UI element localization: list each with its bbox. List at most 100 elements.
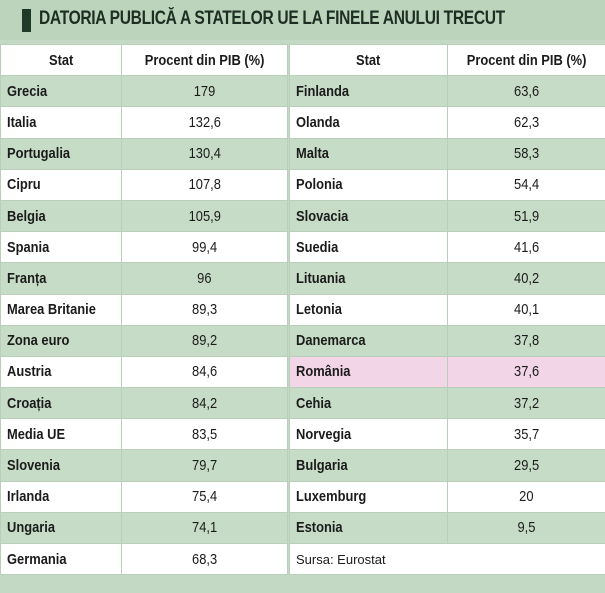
country-name: Estonia <box>289 511 448 545</box>
country-name: Germania <box>0 542 122 576</box>
table-row: Irlanda 75,4 <box>0 480 288 513</box>
table-row: Danemarca 37,8 <box>289 324 605 357</box>
table-row: Olanda 62,3 <box>289 106 605 139</box>
debt-percent-value: 41,6 <box>447 231 605 264</box>
column-header-percent: Procent din PIB (%) <box>447 43 605 77</box>
debt-percent-value: 20 <box>447 480 605 513</box>
debt-percent-value: 89,3 <box>121 293 288 326</box>
table-row: Media UE 83,5 <box>0 418 288 451</box>
debt-percent-value: 107,8 <box>121 168 288 201</box>
country-name: Lituania <box>289 262 448 295</box>
debt-percent-value: 37,6 <box>447 355 605 389</box>
country-name: Austria <box>0 355 122 389</box>
table-row: Finlanda 63,6 <box>289 75 605 108</box>
country-name: Cipru <box>0 168 122 201</box>
debt-percent-value: 99,4 <box>121 231 288 264</box>
debt-percent-value: 130,4 <box>121 137 288 170</box>
table-row: Slovenia 79,7 <box>0 449 288 482</box>
country-name: Luxemburg <box>289 480 448 513</box>
table-row: Spania 99,4 <box>0 231 288 264</box>
table-row: Luxemburg 20 <box>289 480 605 513</box>
debt-percent-value: 132,6 <box>121 106 288 139</box>
table-row: Cehia 37,2 <box>289 387 605 420</box>
chart-title: DATORIA PUBLICĂ A STATELOR UE LA FINELE … <box>39 8 505 29</box>
country-name: Danemarca <box>289 324 448 357</box>
debt-percent-value: 40,1 <box>447 293 605 326</box>
table-row: Cipru 107,8 <box>0 168 288 201</box>
table-row: Italia 132,6 <box>0 106 288 139</box>
country-name: Belgia <box>0 199 122 233</box>
table-row: Polonia 54,4 <box>289 168 605 201</box>
country-name: Croația <box>0 387 122 420</box>
debt-percent-value: 29,5 <box>447 449 605 482</box>
debt-percent-value: 79,7 <box>121 449 288 482</box>
country-name: Slovacia <box>289 199 448 233</box>
debt-percent-value: 63,6 <box>447 75 605 108</box>
table-row: Croația 84,2 <box>0 387 288 420</box>
debt-percent-value: 84,6 <box>121 355 288 389</box>
country-name: Portugalia <box>0 137 122 170</box>
country-name: Marea Britanie <box>0 293 122 326</box>
debt-percent-value: 74,1 <box>121 511 288 545</box>
table-row: Slovacia 51,9 <box>289 199 605 233</box>
debt-percent-value: 37,2 <box>447 387 605 420</box>
country-name: Norvegia <box>289 418 448 451</box>
country-name: Polonia <box>289 168 448 201</box>
column-header-stat: Stat <box>289 43 448 77</box>
debt-percent-value: 84,2 <box>121 387 288 420</box>
table-row: Malta 58,3 <box>289 137 605 170</box>
country-name: Suedia <box>289 231 448 264</box>
debt-percent-value: 83,5 <box>121 418 288 451</box>
column-header-stat: Stat <box>0 43 122 77</box>
table-row: Zona euro 89,2 <box>0 324 288 357</box>
table-row: Franța 96 <box>0 262 288 295</box>
country-name: Slovenia <box>0 449 122 482</box>
table-row: Lituania 40,2 <box>289 262 605 295</box>
debt-percent-value: 37,8 <box>447 324 605 357</box>
table-row: Belgia 105,9 <box>0 199 288 233</box>
country-name: Finlanda <box>289 75 448 108</box>
table-row: Portugalia 130,4 <box>0 137 288 170</box>
table-row: Austria 84,6 <box>0 355 288 389</box>
country-name: Bulgaria <box>289 449 448 482</box>
country-name: Zona euro <box>0 324 122 357</box>
title-bar: DATORIA PUBLICĂ A STATELOR UE LA FINELE … <box>0 0 605 40</box>
country-name: Media UE <box>0 418 122 451</box>
country-name: Olanda <box>289 106 448 139</box>
country-name: Letonia <box>289 293 448 326</box>
table-row: Norvegia 35,7 <box>289 418 605 451</box>
left-table: Stat Procent din PIB (%) Grecia 179 Italia… <box>0 43 288 576</box>
table-row: Grecia 179 <box>0 75 288 108</box>
debt-percent-value: 89,2 <box>121 324 288 357</box>
source-row: Sursa: Eurostat <box>289 542 605 576</box>
debt-percent-value: 96 <box>121 262 288 295</box>
debt-percent-value: 35,7 <box>447 418 605 451</box>
country-name: Cehia <box>289 387 448 420</box>
country-name: Spania <box>0 231 122 264</box>
debt-percent-value: 54,4 <box>447 168 605 201</box>
debt-percent-value: 179 <box>121 75 288 108</box>
table-row: Estonia 9,5 <box>289 511 605 545</box>
right-table: Stat Procent din PIB (%) Finlanda 63,6 Ola… <box>289 43 605 576</box>
debt-percent-value: 105,9 <box>121 199 288 233</box>
table-row: Ungaria 74,1 <box>0 511 288 545</box>
debt-percent-value: 75,4 <box>121 480 288 513</box>
country-name: Italia <box>0 106 122 139</box>
source-note: Sursa: Eurostat <box>289 542 605 576</box>
debt-percent-value: 51,9 <box>447 199 605 233</box>
country-name: Grecia <box>0 75 122 108</box>
country-name: Irlanda <box>0 480 122 513</box>
debt-percent-value: 40,2 <box>447 262 605 295</box>
table-row: Marea Britanie 89,3 <box>0 293 288 326</box>
table-row: Germania 68,3 <box>0 542 288 576</box>
country-name: România <box>289 355 448 389</box>
table-row: Suedia 41,6 <box>289 231 605 264</box>
table-row: Bulgaria 29,5 <box>289 449 605 482</box>
column-header-percent: Procent din PIB (%) <box>121 43 288 77</box>
table-row: România 37,6 <box>289 355 605 389</box>
debt-percent-value: 62,3 <box>447 106 605 139</box>
debt-percent-value: 68,3 <box>121 542 288 576</box>
country-name: Ungaria <box>0 511 122 545</box>
debt-percent-value: 9,5 <box>447 511 605 545</box>
